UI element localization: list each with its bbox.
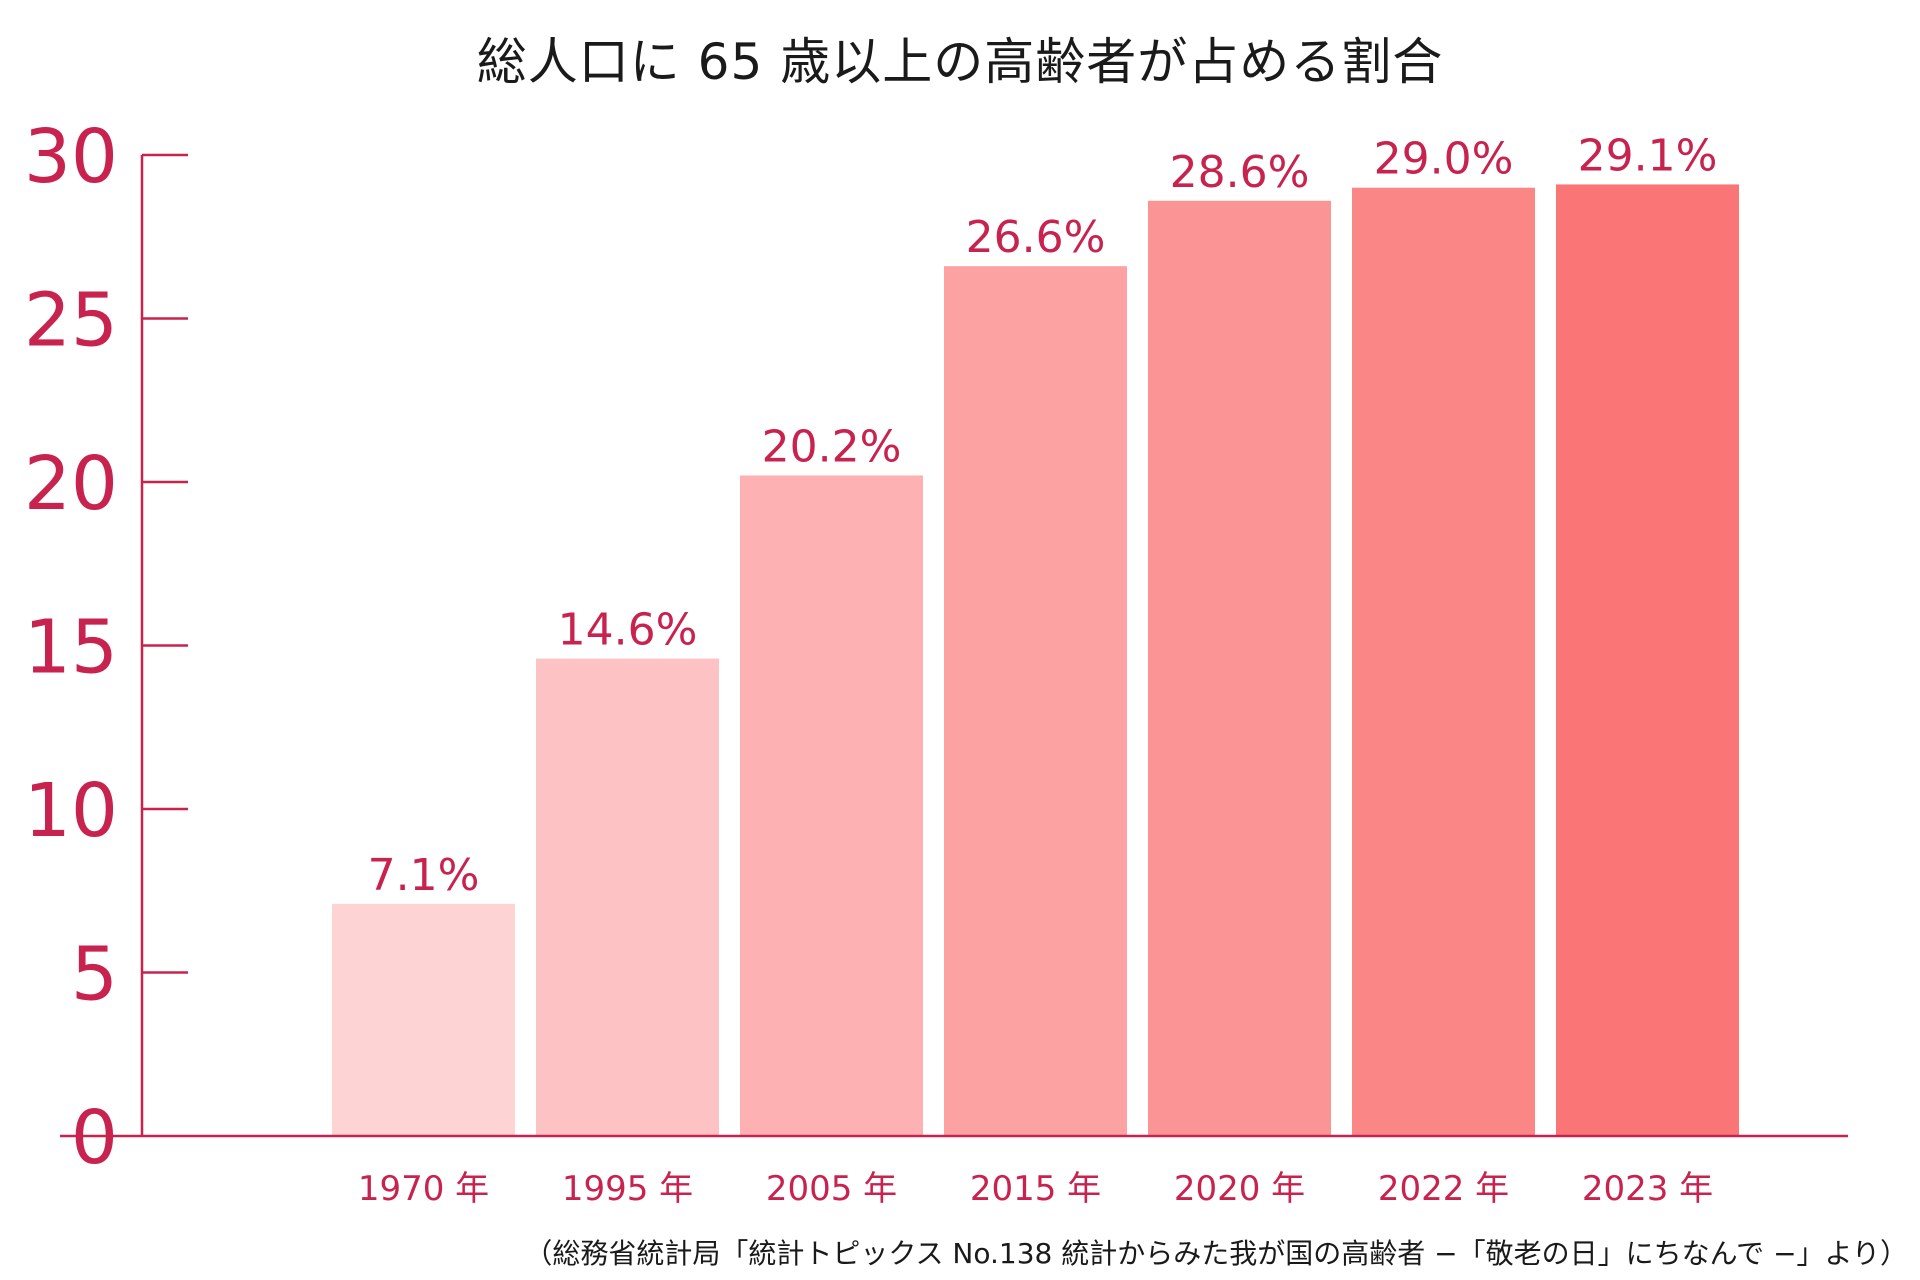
y-tick-label-5: 25 (24, 278, 118, 364)
source-note: （総務省統計局「統計トピックス No.138 統計からみた我が国の高齢者 −「敬… (524, 1237, 1908, 1270)
bar-4 (1148, 200, 1331, 1136)
data-label-1: 14.6% (558, 605, 698, 656)
data-label-3: 26.6% (966, 212, 1106, 263)
data-label-0: 7.1% (368, 850, 480, 901)
x-tick-label-6: 2023 年 (1582, 1169, 1713, 1209)
data-label-6: 29.1% (1578, 130, 1718, 181)
y-tick-label-6: 30 (24, 114, 118, 200)
x-tick-label-5: 2022 年 (1378, 1169, 1509, 1209)
bar-3 (944, 266, 1127, 1136)
x-tick-label-3: 2015 年 (970, 1169, 1101, 1209)
x-tick-label-2: 2005 年 (766, 1169, 897, 1209)
y-tick-label-4: 20 (24, 441, 118, 527)
bar-6 (1556, 184, 1739, 1136)
x-tick-label-1: 1995 年 (562, 1169, 693, 1209)
x-tick-label-4: 2020 年 (1174, 1169, 1305, 1209)
x-tick-label-0: 1970 年 (358, 1169, 489, 1209)
y-tick-label-3: 15 (24, 605, 118, 691)
bar-0 (332, 903, 515, 1136)
data-label-5: 29.0% (1374, 134, 1514, 185)
y-tick-label-1: 5 (71, 932, 118, 1018)
y-tick-label-2: 10 (24, 768, 118, 854)
chart-title: 総人口に 65 歳以上の高齢者が占める割合 (476, 33, 1444, 91)
data-label-2: 20.2% (762, 421, 902, 472)
bar-1 (536, 658, 719, 1136)
y-tick-label-0: 0 (71, 1095, 118, 1181)
bar-5 (1352, 187, 1535, 1136)
bar-2 (740, 475, 923, 1137)
data-label-4: 28.6% (1170, 147, 1310, 198)
